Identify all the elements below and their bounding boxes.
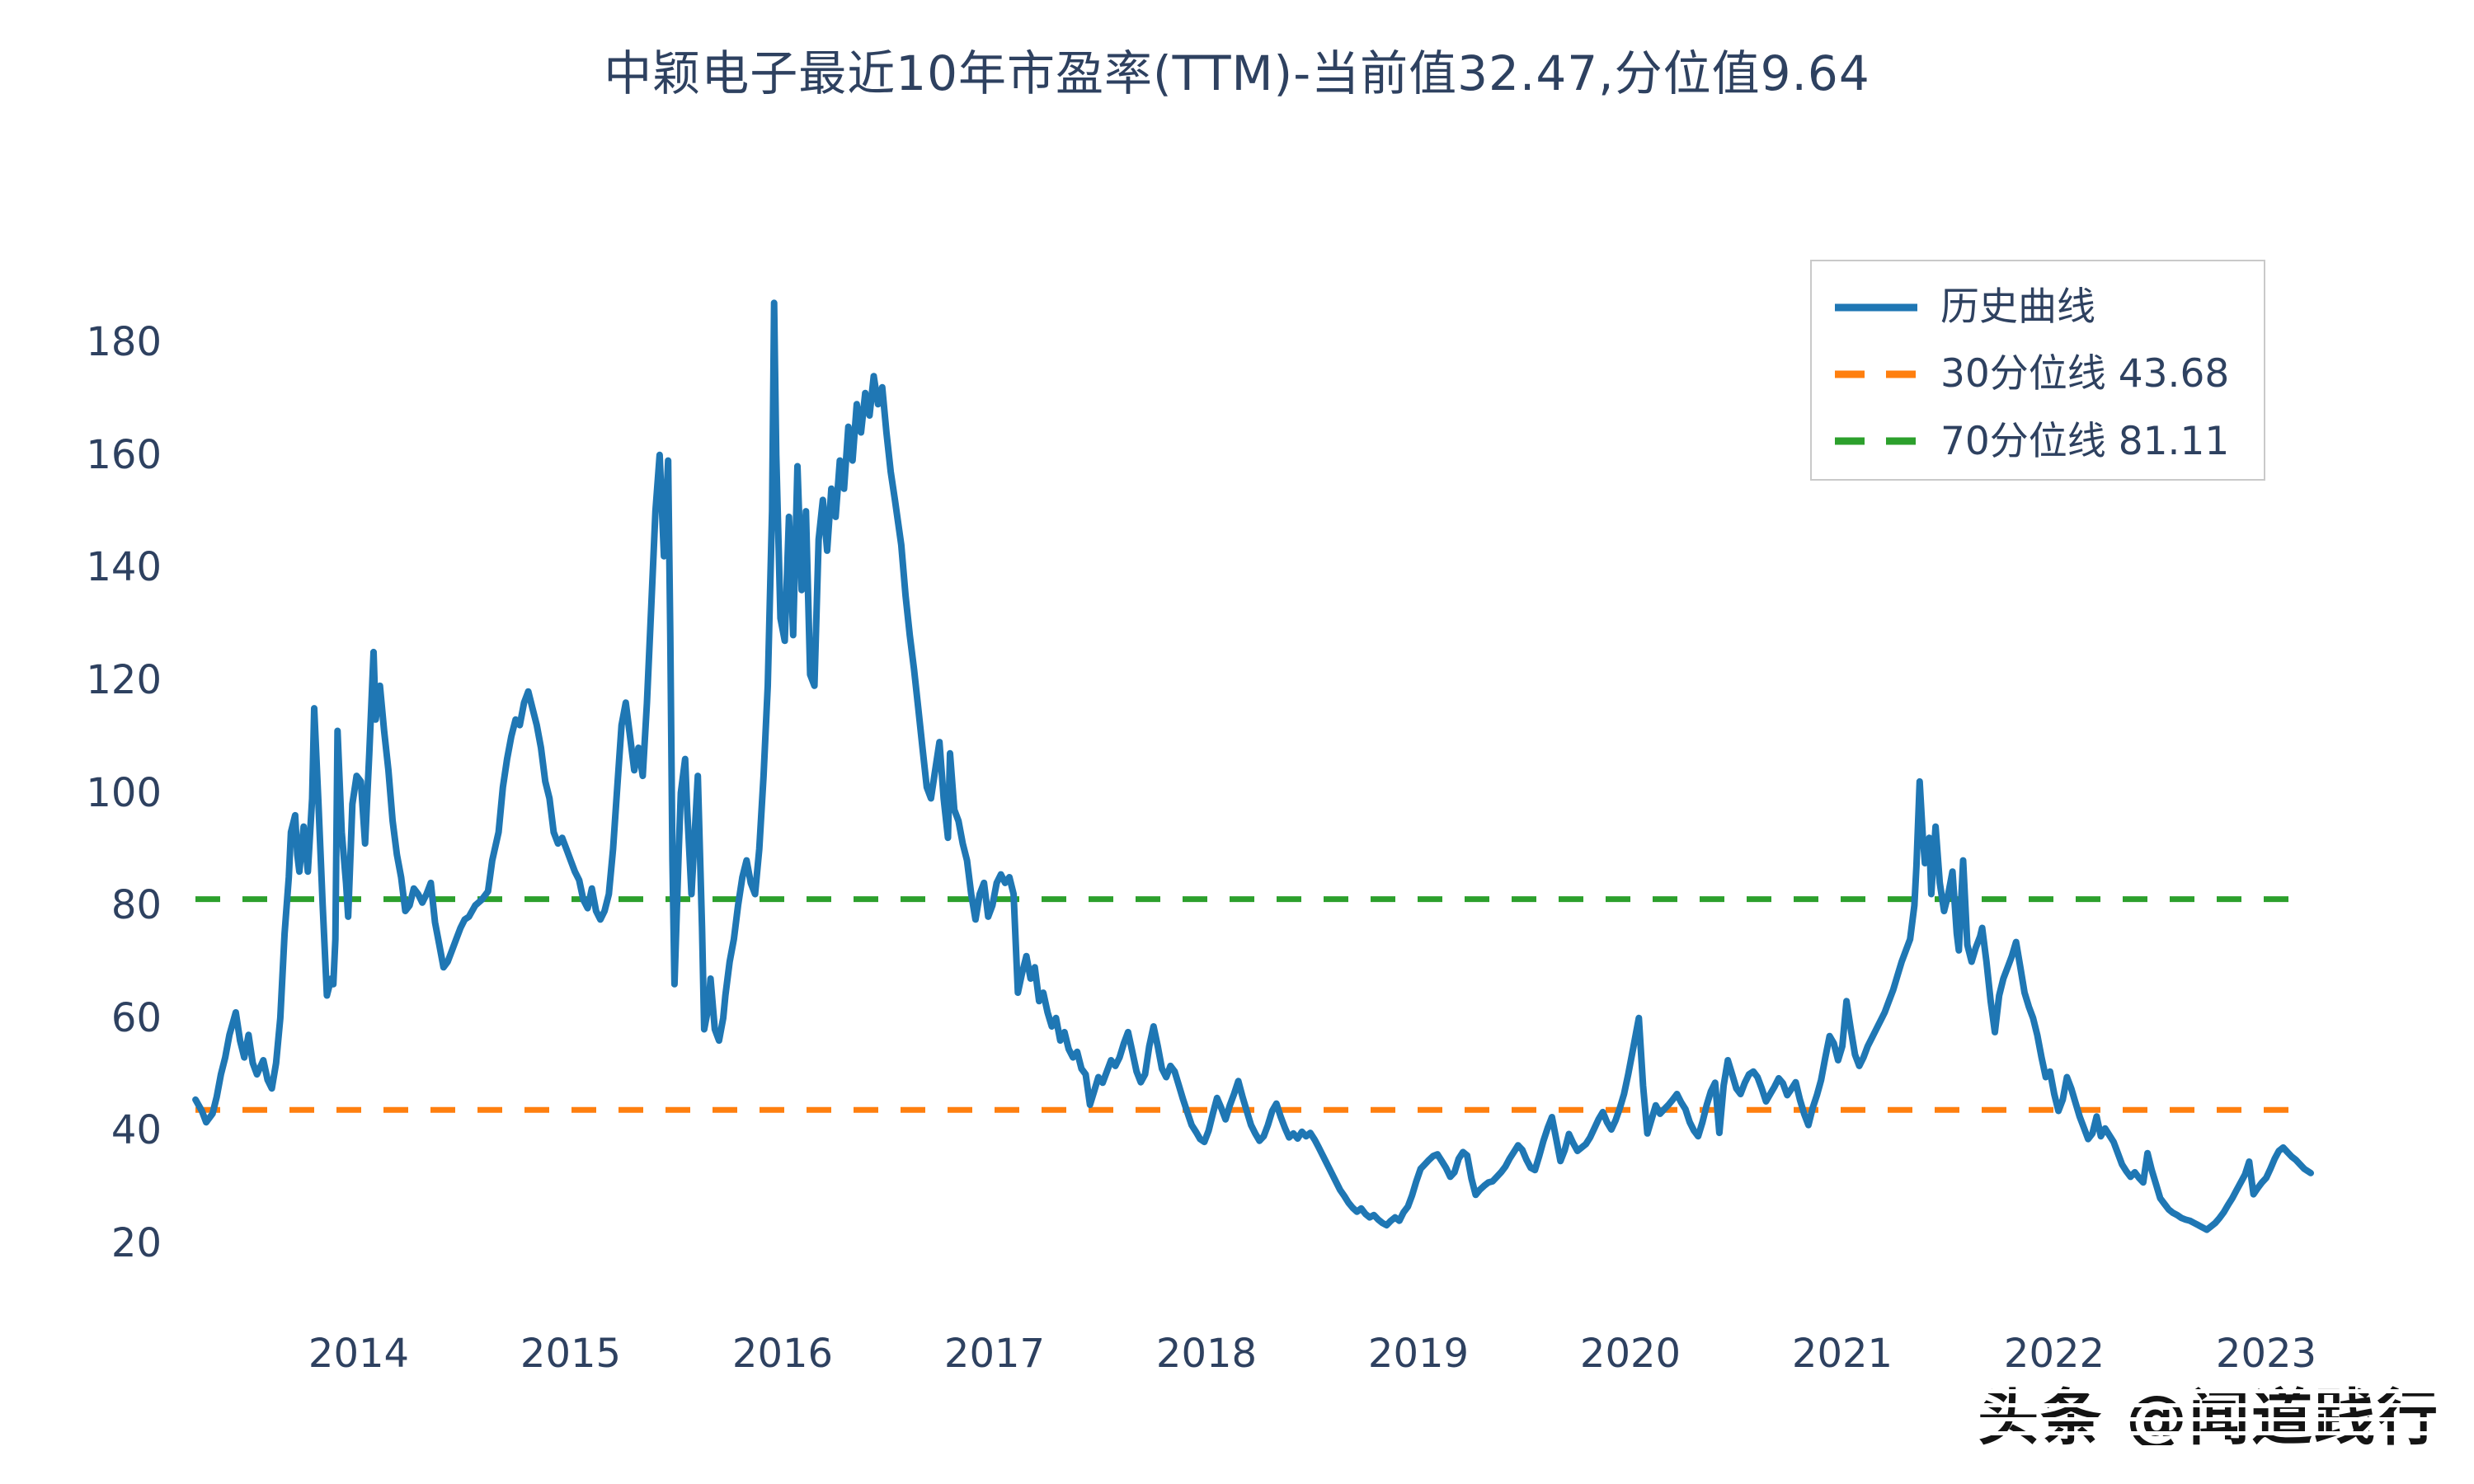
x-tick-label-2016: 2016 <box>731 1331 834 1377</box>
legend-box: 历史曲线 30分位线 43.68 70分位线 81.11 <box>1810 260 2265 481</box>
history-curve-line <box>192 299 2314 1233</box>
legend-p30-line-sample <box>1835 366 1917 378</box>
y-tick-label-180: 180 <box>86 319 162 366</box>
y-tick-label-160: 160 <box>86 431 162 478</box>
watermark-text: 头条 @闻道践行 <box>1978 1383 2439 1453</box>
y-tick-label-80: 80 <box>111 882 162 929</box>
x-tick-label-2017: 2017 <box>943 1331 1046 1377</box>
chart-title: 中颖电子最近10年市盈率(TTM)-当前值32.47,分位值9.64 <box>604 45 1870 101</box>
y-tick-label-40: 40 <box>111 1107 162 1154</box>
legend-p70-label: 70分位线 81.11 <box>1940 418 2230 464</box>
y-tick-label-120: 120 <box>86 657 162 703</box>
legend-history-curve-label: 历史曲线 <box>1940 284 2095 331</box>
x-tick-label-2014: 2014 <box>308 1331 410 1377</box>
x-tick-label-2018: 2018 <box>1155 1331 1258 1377</box>
y-tick-label-20: 20 <box>111 1220 162 1266</box>
x-tick-label-2015: 2015 <box>520 1331 622 1377</box>
x-tick-label-2019: 2019 <box>1367 1331 1470 1377</box>
legend-history-curve: 历史曲线 <box>1835 275 2264 331</box>
y-tick-label-60: 60 <box>111 994 162 1041</box>
x-tick-label-2020: 2020 <box>1579 1331 1681 1377</box>
legend-p70: 70分位线 81.11 <box>1835 409 2264 466</box>
y-tick-label-100: 100 <box>86 769 162 816</box>
legend-p30-label: 30分位线 43.68 <box>1940 351 2230 397</box>
y-tick-label-140: 140 <box>86 544 162 591</box>
legend-p70-line-sample <box>1835 433 1917 445</box>
x-tick-label-2021: 2021 <box>1791 1331 1893 1377</box>
legend-p30: 30分位线 43.68 <box>1835 341 2264 398</box>
legend-history-curve-line-sample <box>1835 299 1917 312</box>
